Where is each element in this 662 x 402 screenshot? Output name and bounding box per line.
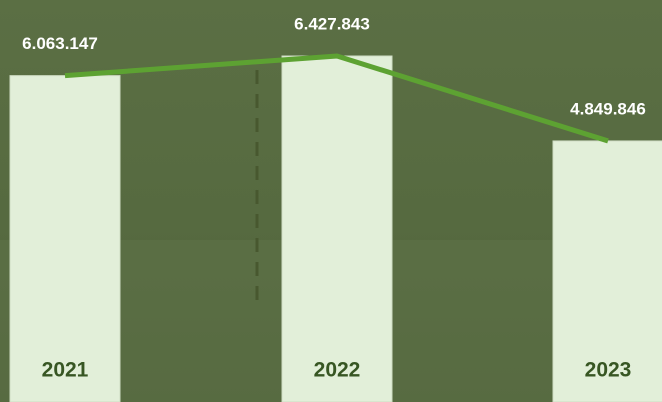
bar	[282, 56, 392, 402]
chart: 6.063.147 2021 6.427.843 2022 4.849.846 2023	[0, 0, 662, 402]
category-label: 2021	[42, 359, 89, 382]
category-label: 2022	[314, 359, 361, 382]
category-label: 2023	[585, 359, 632, 382]
bar	[10, 76, 120, 402]
value-label: 4.849.846	[570, 99, 646, 118]
value-label: 6.427.843	[294, 14, 370, 33]
value-label: 6.063.147	[22, 34, 98, 53]
